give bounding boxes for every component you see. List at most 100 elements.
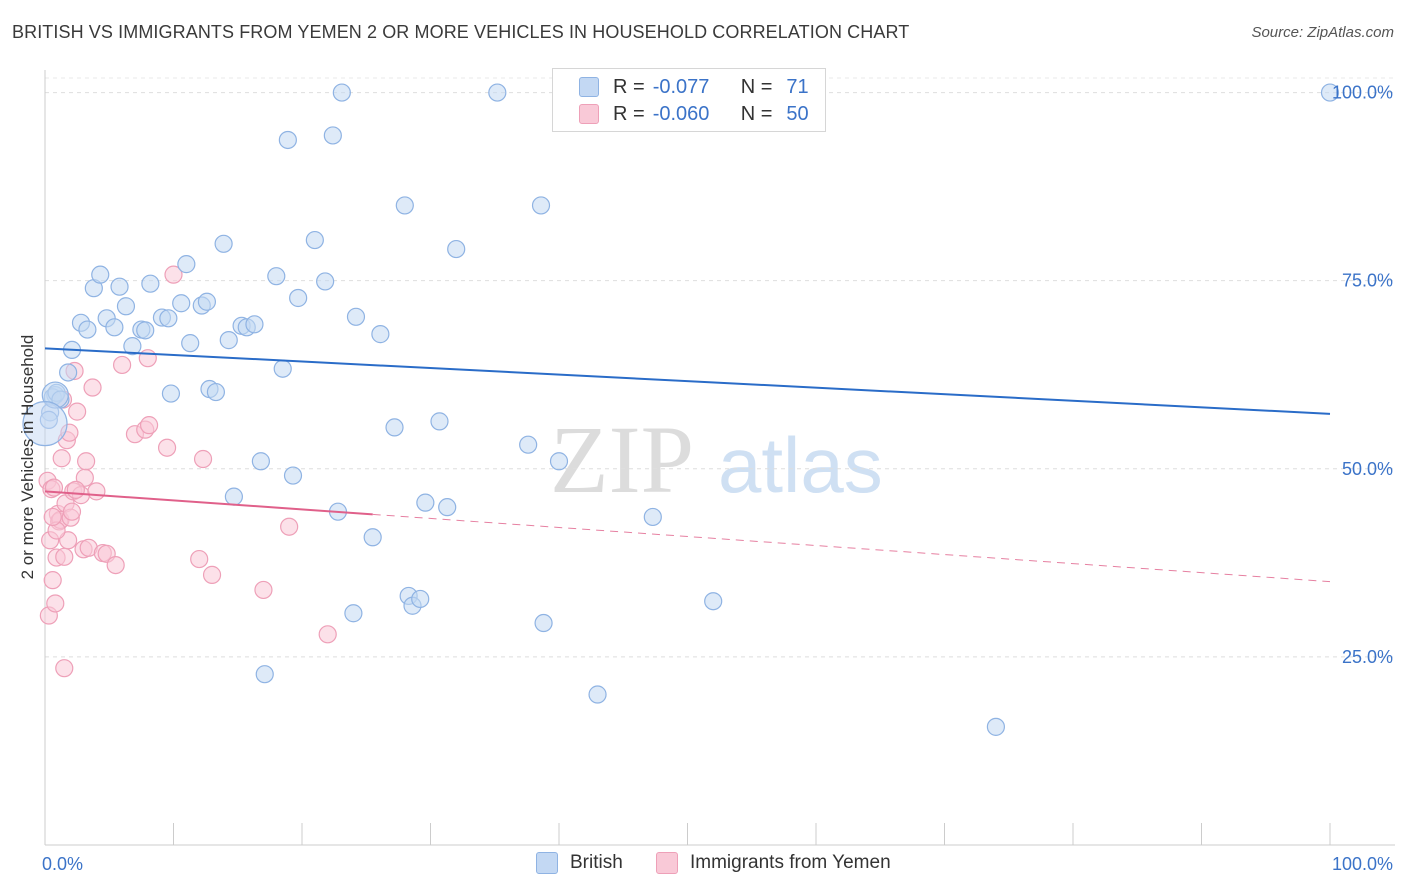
yemen-point-28 <box>83 378 102 397</box>
british-point-42 <box>332 83 351 102</box>
r-label: R = <box>613 102 645 125</box>
british-point-17 <box>161 384 181 403</box>
british-point-39 <box>316 272 335 291</box>
british-swatch <box>579 77 599 97</box>
yemen-point-37 <box>139 416 159 435</box>
british-point-18 <box>172 294 191 313</box>
y-axis-label: 2 or more Vehicles in Household <box>18 334 37 580</box>
british-point-38 <box>305 230 324 250</box>
yemen-point-29 <box>87 482 106 501</box>
yemen-point-41 <box>193 449 213 469</box>
yemen-point-46 <box>55 659 74 678</box>
yemen-point-13 <box>55 547 74 566</box>
yemen-series <box>38 265 337 678</box>
british-point-54 <box>438 498 457 517</box>
chart-title: BRITISH VS IMMIGRANTS FROM YEMEN 2 OR MO… <box>12 22 910 42</box>
yemen-point-36 <box>138 349 157 368</box>
yemen-trend-line-solid <box>44 490 373 516</box>
yemen-point-40 <box>190 549 209 569</box>
british-n-value: 71 <box>786 75 809 98</box>
british-cluster-point-b <box>22 401 68 447</box>
british-point-19 <box>177 255 196 274</box>
yemen-point-42 <box>202 565 222 584</box>
yemen-point-48 <box>43 507 62 527</box>
yemen-point-43 <box>254 580 273 600</box>
yemen-trend-line-dashed <box>372 513 1331 583</box>
british-point-36 <box>283 466 303 485</box>
british-point-22 <box>197 292 217 311</box>
british-point-30 <box>245 315 264 334</box>
yemen-point-44 <box>280 517 299 536</box>
british-point-40 <box>323 126 342 145</box>
british-point-43 <box>344 604 363 623</box>
british-point-63 <box>704 592 723 611</box>
series-legend: British Immigrants from Yemen <box>0 852 1406 878</box>
yemen-point-49 <box>66 480 85 499</box>
british-legend-label: British <box>570 852 623 873</box>
british-point-13 <box>136 321 155 340</box>
british-point-31 <box>251 452 270 471</box>
y-tick-label-75: 75.0% <box>1342 271 1393 291</box>
british-point-4 <box>78 320 97 339</box>
y-tick-label-50: 50.0% <box>1342 459 1393 479</box>
british-legend-swatch <box>536 852 558 874</box>
yemen-point-22 <box>68 402 87 421</box>
british-point-44 <box>346 307 366 326</box>
british-point-59 <box>534 613 553 633</box>
x-tick-label-min: 0.0% <box>42 854 83 874</box>
yemen-n-value: 50 <box>786 102 809 125</box>
british-point-27 <box>224 487 243 506</box>
x-tick-label-max: 100.0% <box>1332 854 1393 874</box>
british-point-48 <box>395 196 414 215</box>
yemen-point-45 <box>318 625 337 644</box>
yemen-point-26 <box>77 452 96 471</box>
british-point-6 <box>91 265 110 284</box>
british-point-46 <box>371 325 390 344</box>
yemen-point-19 <box>62 502 82 521</box>
yemen-point-32 <box>106 555 125 575</box>
british-point-26 <box>219 331 238 350</box>
source-credit: Source: ZipAtlas.com <box>1251 24 1394 41</box>
legend-row-yemen: R = -0.060 N = 50 <box>579 101 809 127</box>
british-point-25 <box>214 234 233 253</box>
legend-item-yemen[interactable]: Immigrants from Yemen <box>656 852 891 874</box>
correlation-legend: R = -0.077 N = 71 R = -0.060 N = 50 <box>552 68 826 132</box>
british-point-58 <box>531 196 551 215</box>
yemen-swatch <box>579 104 599 124</box>
british-point-16 <box>159 309 178 328</box>
watermark-zip: ZIP <box>550 406 694 513</box>
y-tick-label-25: 25.0% <box>1342 647 1393 667</box>
n-label: N = <box>740 75 773 98</box>
british-point-61 <box>588 685 607 704</box>
british-point-14 <box>141 274 160 293</box>
yemen-point-5 <box>44 478 64 497</box>
british-point-62 <box>643 507 662 527</box>
british-point-35 <box>278 130 297 150</box>
british-point-20 <box>181 334 200 353</box>
british-point-33 <box>267 267 286 286</box>
yemen-r-value: -0.060 <box>652 102 710 125</box>
yemen-point-4 <box>43 571 62 590</box>
british-point-32 <box>255 665 274 684</box>
yemen-legend-label: Immigrants from Yemen <box>690 852 891 873</box>
british-point-24 <box>206 382 226 402</box>
british-point-37 <box>289 288 308 308</box>
yemen-point-38 <box>157 438 177 457</box>
yemen-point-6 <box>46 594 65 613</box>
yemen-point-39 <box>164 265 183 284</box>
yemen-point-16 <box>59 531 78 550</box>
british-point-56 <box>488 83 507 102</box>
axes <box>44 70 1395 846</box>
british-point-1 <box>59 363 78 382</box>
gridlines <box>45 77 1395 658</box>
legend-item-british[interactable]: British <box>536 852 623 874</box>
british-point-60 <box>549 452 569 471</box>
tick-labels: 25.0% 50.0% 75.0% 100.0% 0.0% 100.0% <box>42 83 1393 874</box>
british-point-34 <box>273 359 292 378</box>
yemen-point-33 <box>112 355 132 375</box>
british-point-8 <box>105 318 124 337</box>
british-point-53 <box>430 412 449 431</box>
british-point-55 <box>447 239 466 259</box>
watermark-atlas: atlas <box>718 421 883 509</box>
